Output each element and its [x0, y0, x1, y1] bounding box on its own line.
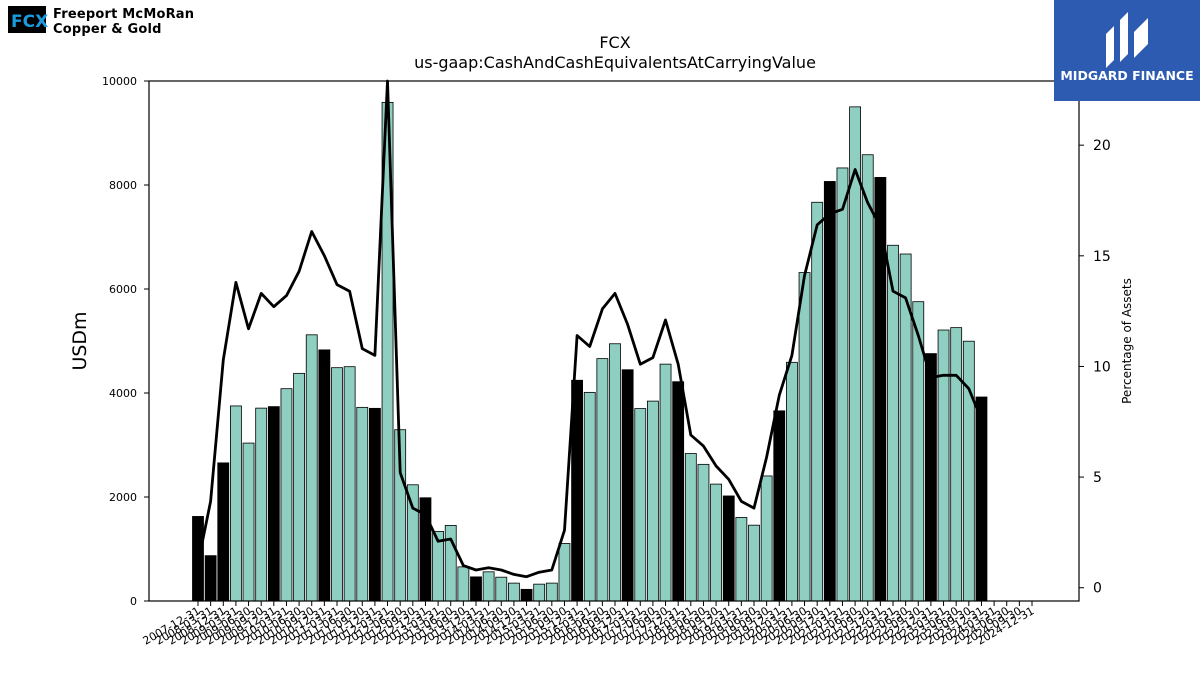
bars-group — [192, 101, 988, 602]
bar — [457, 566, 470, 602]
y-axis-right-label: Percentage of Assets — [1120, 278, 1134, 404]
bar — [267, 406, 280, 602]
bar — [647, 400, 659, 602]
y-tick-label: 0 — [130, 595, 137, 608]
bar — [293, 372, 305, 602]
bar — [836, 167, 849, 602]
bar — [672, 381, 685, 602]
bar — [558, 543, 571, 602]
bar — [811, 201, 824, 602]
y-right-tick-label: 10 — [1093, 359, 1111, 375]
y-axis-label: USDm — [69, 311, 91, 370]
bar — [444, 524, 457, 602]
bar — [634, 408, 647, 602]
bar — [242, 442, 255, 602]
bar — [230, 405, 242, 602]
bar — [748, 524, 760, 602]
y-right-tick-label: 5 — [1093, 470, 1102, 486]
bar — [508, 582, 520, 602]
percentage-line — [196, 79, 983, 579]
brand-line-1: Freeport McMoRan — [53, 7, 194, 22]
bar — [255, 407, 268, 602]
freeport-mcmoran-logo: FCX Freeport McMoRan Copper & Gold — [8, 6, 248, 42]
bar — [621, 369, 634, 602]
bar — [684, 453, 697, 602]
bar — [760, 475, 773, 602]
bar — [343, 366, 356, 602]
bar — [975, 396, 988, 602]
fcx-logo-icon: FCX Freeport McMoRan Copper & Gold — [8, 6, 194, 37]
bar — [861, 154, 874, 602]
bar — [786, 361, 798, 602]
bar — [470, 576, 482, 602]
bar — [887, 244, 899, 602]
brand-line-2: Copper & Gold — [53, 22, 162, 37]
bar — [482, 571, 495, 602]
bar — [697, 463, 710, 602]
y-tick-label: 6000 — [109, 283, 137, 296]
bar — [823, 181, 836, 602]
fcx-logo-box — [8, 6, 46, 33]
midgard-logo-icon: MIDGARD FINANCE — [1060, 12, 1194, 83]
bar — [280, 388, 293, 602]
bar — [735, 517, 748, 602]
bar — [773, 410, 786, 602]
midgard-logo-shape-right — [1134, 18, 1148, 58]
y-tick-label: 2000 — [109, 491, 137, 504]
y-right-tick-label: 20 — [1093, 138, 1111, 154]
bar — [520, 588, 533, 602]
bar — [722, 495, 735, 602]
bar — [204, 555, 217, 602]
midgard-finance-logo: MIDGARD FINANCE — [1054, 0, 1200, 101]
bar — [710, 483, 722, 602]
y-axis-right: 0 5 10 15 20 — [1079, 138, 1111, 597]
plot-frame — [148, 80, 1080, 602]
bar — [659, 363, 672, 602]
chart-subtitle: us-gaap:CashAndCashEquivalentsAtCarrying… — [414, 53, 816, 72]
bar — [950, 327, 963, 602]
bar — [962, 340, 975, 602]
bar — [545, 582, 558, 602]
bar — [937, 329, 950, 602]
y-tick-label: 10000 — [102, 75, 137, 88]
midgard-logo-shape-center — [1120, 12, 1128, 62]
bar — [596, 358, 609, 602]
y-right-tick-label: 15 — [1093, 249, 1111, 265]
bar — [925, 353, 937, 602]
chart-title: FCX — [599, 33, 630, 52]
bar — [533, 583, 546, 602]
line-group — [196, 79, 983, 579]
bar — [217, 462, 230, 602]
bar — [318, 349, 331, 602]
bar — [369, 407, 381, 602]
y-right-tick-label: 0 — [1093, 581, 1102, 597]
bar — [305, 334, 318, 602]
bar — [406, 484, 419, 602]
x-axis: 2007-12-312008-03-312008-12-312009-03-31… — [141, 601, 1037, 648]
y-axis-left: 0 2000 4000 6000 8000 10000 — [102, 75, 149, 608]
bar — [583, 391, 596, 602]
midgard-logo-text: MIDGARD FINANCE — [1060, 68, 1193, 83]
y-tick-label: 8000 — [109, 179, 137, 192]
bar — [356, 406, 369, 602]
bar — [331, 367, 343, 602]
bar — [495, 576, 508, 602]
fcx-logo-mark: FCX — [11, 12, 48, 32]
midgard-logo-shape-left — [1106, 26, 1114, 68]
bar — [609, 343, 621, 602]
y-tick-label: 4000 — [109, 387, 137, 400]
bar — [798, 272, 811, 602]
